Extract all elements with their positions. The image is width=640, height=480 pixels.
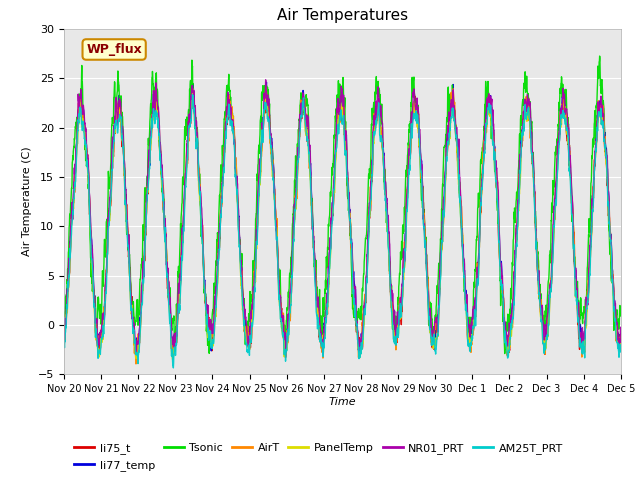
Title: Air Temperatures: Air Temperatures [277, 9, 408, 24]
X-axis label: Time: Time [328, 397, 356, 407]
Legend: li75_t, li77_temp, Tsonic, AirT, PanelTemp, NR01_PRT, AM25T_PRT: li75_t, li77_temp, Tsonic, AirT, PanelTe… [70, 439, 568, 475]
Y-axis label: Air Temperature (C): Air Temperature (C) [22, 147, 33, 256]
Text: WP_flux: WP_flux [86, 43, 142, 56]
